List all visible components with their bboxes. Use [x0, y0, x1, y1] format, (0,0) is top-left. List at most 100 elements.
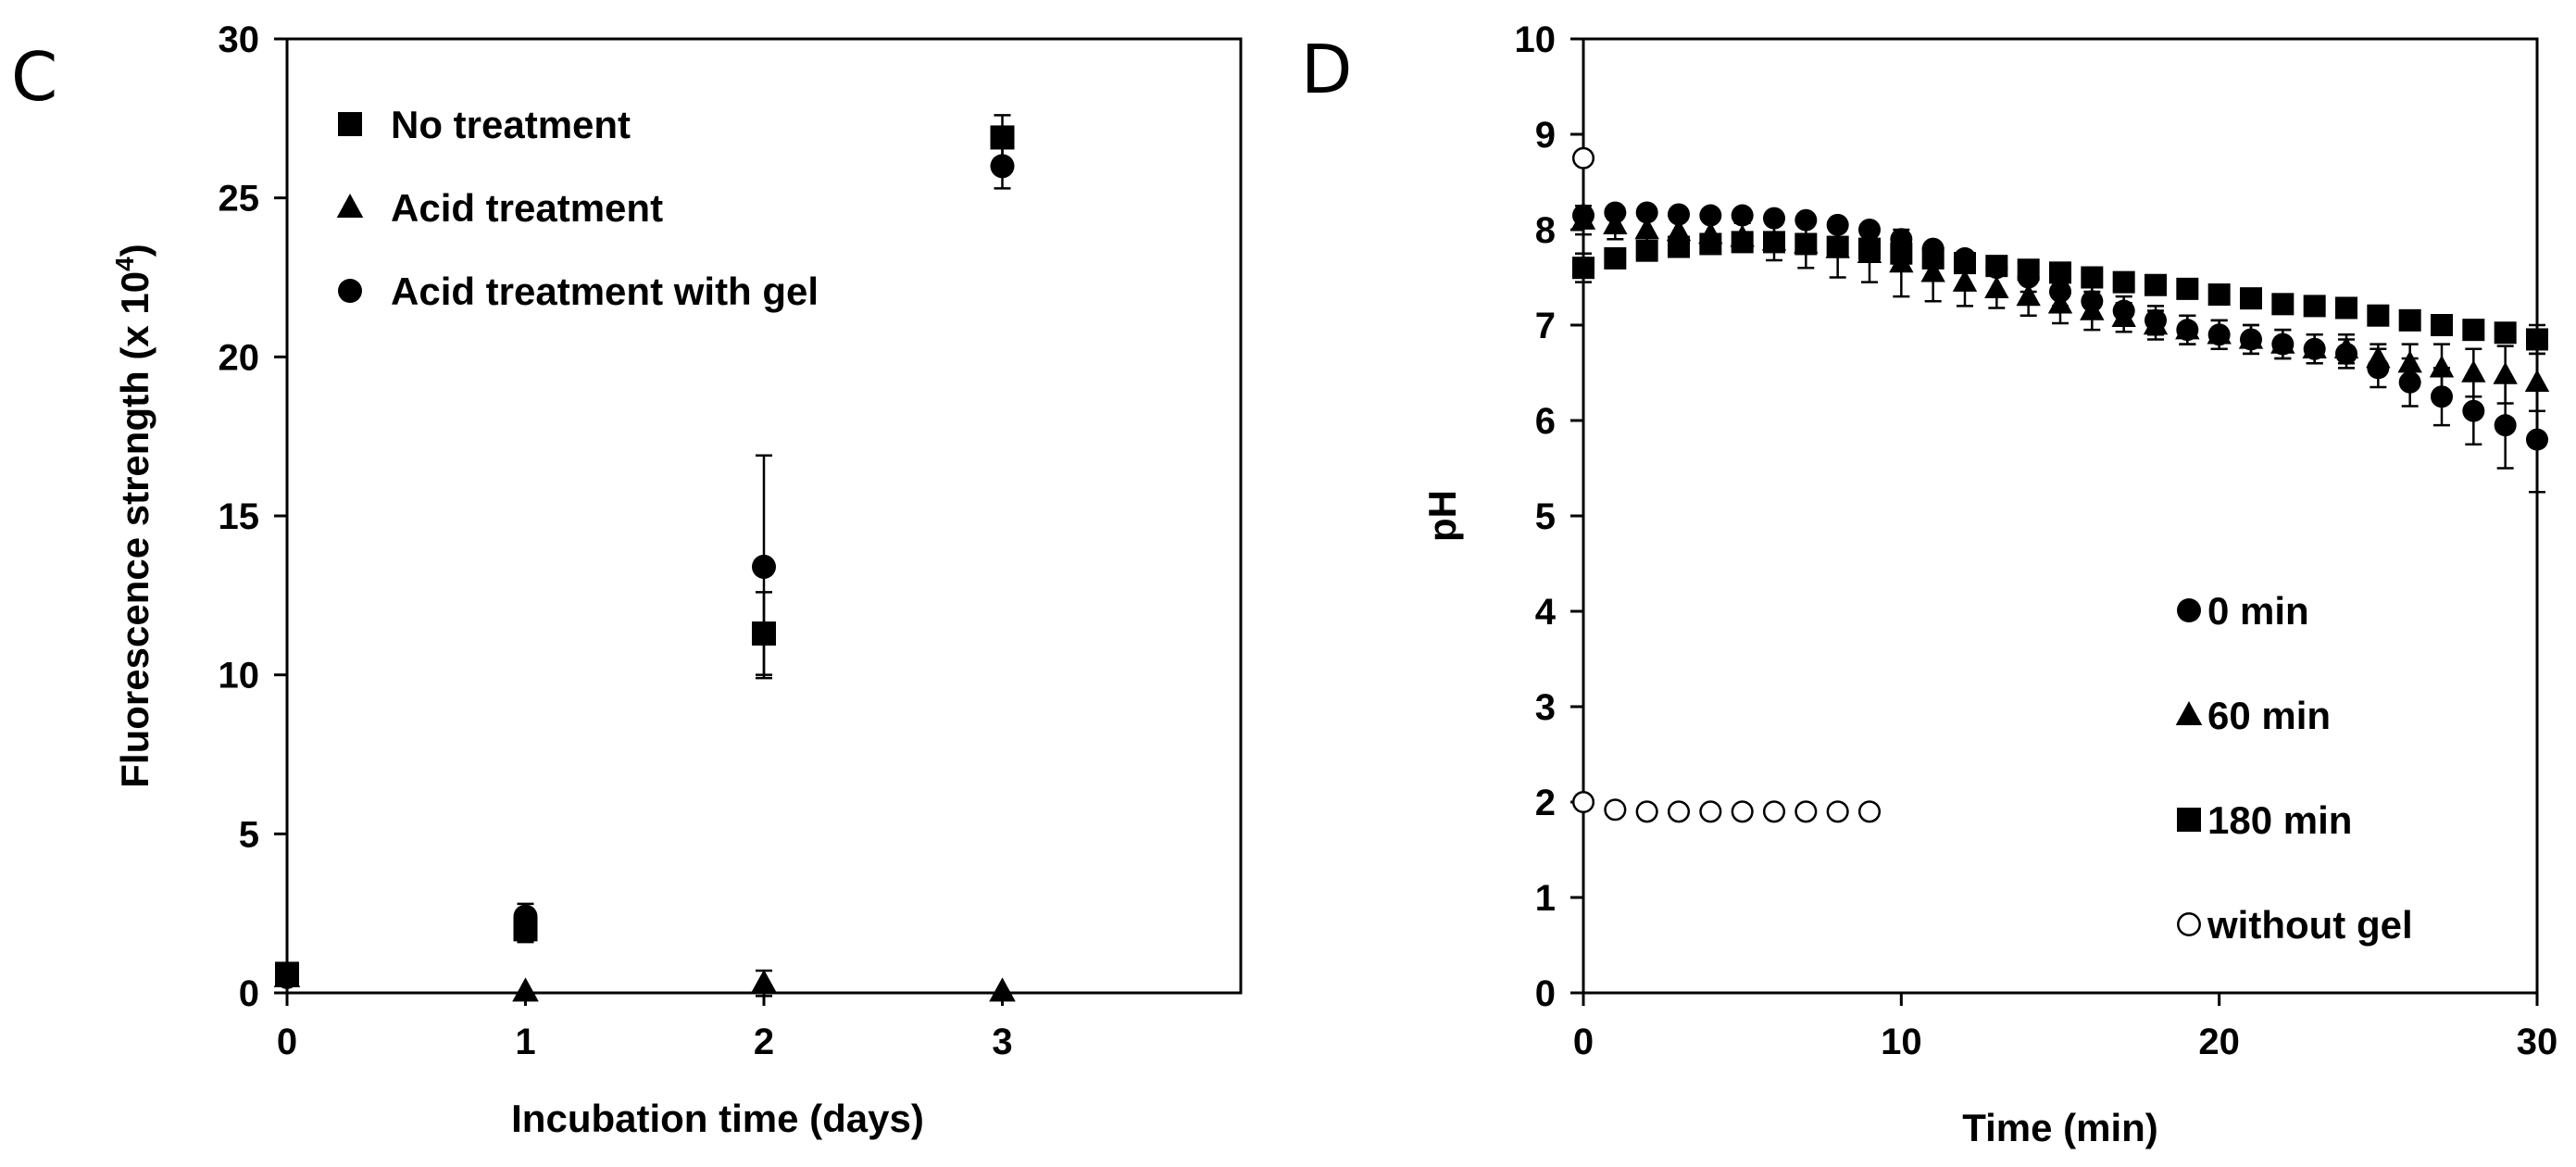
panel-c-y-axis-label: Fluorescence strength (x 104) — [110, 244, 156, 787]
panel-d-point-180-min — [1572, 257, 1594, 280]
panel-d-point-0-min — [2145, 308, 2167, 332]
panel-d-point-without-gel — [1604, 798, 1627, 822]
panel-d-point-180-min — [2145, 273, 2167, 296]
panel-d-point-180-min — [2207, 283, 2231, 307]
panel-d-legend-label: 180 min — [2207, 798, 2352, 842]
panel-d-point-180-min — [2081, 266, 2104, 289]
panel-d-y-tick-label: 6 — [1535, 401, 1556, 442]
panel-d-point-without-gel — [1731, 800, 1754, 823]
panel-d-point-60-min — [2429, 355, 2455, 378]
panel-d-point-without-gel — [1857, 800, 1882, 823]
panel-d-y-tick-label: 2 — [1535, 783, 1556, 823]
panel-c-x-tick-label: 0 — [277, 1022, 297, 1062]
panel-d-point-0-min — [2398, 370, 2421, 394]
panel-c-legend: No treatment Acid treatment Acid treatment… — [336, 103, 819, 313]
panel-d-point-0-min — [1794, 208, 1818, 232]
panel-d-point-180-min — [2462, 319, 2485, 342]
panel-d-legend-marker-180-min — [2177, 808, 2201, 832]
panel-c-label: C — [11, 38, 57, 116]
panel-d-y-tick-label: 0 — [1535, 973, 1556, 1014]
panel-d-point-180-min — [2176, 277, 2199, 300]
panel-d-point-without-gel — [1794, 800, 1818, 823]
panel-d-point-60-min — [1730, 224, 1755, 247]
panel-d-point-180-min — [2335, 296, 2357, 320]
panel-d-point-60-min — [1666, 219, 1692, 242]
panel-c-legend-label: Acid treatment — [391, 186, 663, 230]
panel-d-point-without-gel — [1826, 800, 1849, 823]
panel-c-legend-marker-acid-treatment — [336, 194, 364, 219]
panel-d-x-axis-label: Time (min) — [1962, 1106, 2158, 1149]
panel-d-point-60-min — [1857, 240, 1882, 263]
panel-d-point-0-min — [1763, 207, 1785, 230]
panel-c-point-acid-treatment — [750, 969, 778, 994]
panel-d-point-without-gel — [1667, 800, 1691, 823]
panel-d-point-0-min — [1954, 246, 1976, 270]
panel-c-x-tick-label: 2 — [754, 1022, 774, 1062]
panel-d-point-0-min — [1858, 219, 1881, 241]
panel-c-point-acid-treatment-with-gel — [513, 904, 538, 929]
panel-d-point-0-min — [2271, 333, 2295, 356]
panel-d-point-0-min — [1731, 204, 1754, 227]
panel-d-point-0-min — [2049, 280, 2071, 303]
panel-c-chart: C 0 5 10 15 20 25 30 0 1 2 3 Incubation time (days… — [11, 19, 1243, 1140]
panel-c-series-acid-treatment-with-gel — [275, 143, 1015, 989]
panel-d-point-without-gel — [1762, 800, 1786, 823]
panel-d-point-60-min — [1920, 259, 1945, 282]
panel-c-x-axis-label: Incubation time (days) — [511, 1097, 924, 1140]
panel-d-point-0-min — [1604, 201, 1627, 224]
panel-d-point-0-min — [2303, 337, 2326, 360]
panel-d-point-0-min — [1635, 201, 1658, 224]
panel-d-point-60-min — [2493, 361, 2518, 384]
panel-c-legend-marker-no-treatment — [338, 112, 362, 136]
panel-c-legend-label: Acid treatment with gel — [391, 270, 819, 313]
panel-d-y-tick-label: 8 — [1535, 210, 1556, 251]
panel-d-legend: 0 min 60 min 180 min without gel — [2175, 589, 2413, 947]
panel-d-point-without-gel — [1635, 800, 1658, 823]
panel-d-point-0-min — [2081, 290, 2104, 313]
panel-d-point-180-min — [2112, 270, 2135, 294]
panel-c-point-acid-treatment — [989, 977, 1016, 1002]
panel-d-point-without-gel — [1571, 146, 1595, 169]
panel-d-series-0-min — [1572, 201, 2548, 494]
panel-d-point-0-min — [2526, 428, 2548, 451]
panel-d-point-180-min — [2431, 314, 2453, 336]
panel-d-point-0-min — [2494, 414, 2517, 437]
panel-d-point-0-min — [1572, 204, 1594, 227]
panel-d-point-without-gel — [1571, 790, 1595, 814]
panel-d-label: D — [1301, 31, 1352, 108]
panel-d-point-60-min — [1761, 228, 1787, 251]
panel-c-x-tick-label: 1 — [515, 1022, 535, 1062]
panel-d-legend-label: without gel — [2207, 903, 2413, 947]
panel-d-point-180-min — [2494, 321, 2517, 345]
panel-d-y-tick-label: 9 — [1535, 115, 1556, 156]
panel-d-point-180-min — [2398, 308, 2421, 332]
panel-d-y-tick-label: 10 — [1515, 19, 1557, 60]
panel-d-point-180-min — [2367, 304, 2390, 327]
panel-d-point-60-min — [1889, 250, 1914, 273]
panel-c-y-tick-label: 25 — [219, 179, 260, 220]
panel-c-y-axis-label-sup: 4 — [110, 257, 139, 271]
panel-d-point-0-min — [1890, 228, 1913, 251]
panel-d-legend-marker-60-min — [2175, 701, 2203, 726]
panel-c-y-tick-label: 10 — [219, 656, 260, 696]
panel-d-point-0-min — [2207, 323, 2231, 346]
panel-d-series-without-gel — [1571, 146, 1882, 823]
panel-d-point-60-min — [1698, 221, 1723, 245]
panel-d-point-180-min — [2526, 328, 2548, 351]
panel-d-plot-frame — [1582, 37, 2539, 995]
panel-d-point-without-gel — [1699, 800, 1722, 823]
panel-d-point-60-min — [1794, 231, 1819, 254]
panel-d-point-180-min — [1604, 246, 1627, 270]
panel-c-y-tick-label: 5 — [239, 814, 259, 855]
panel-d-point-0-min — [2335, 342, 2357, 365]
panel-d-point-60-min — [1984, 276, 2009, 299]
panel-d-y-tick-label: 5 — [1535, 496, 1556, 537]
panel-d-legend-marker-without-gel — [2177, 912, 2201, 936]
panel-c-point-acid-treatment-with-gel — [752, 554, 776, 579]
panel-d-point-0-min — [2462, 399, 2485, 422]
panel-c-x-tick-label: 3 — [992, 1022, 1012, 1062]
panel-c-y-axis-label-main: Fluorescence strength (x 10 — [113, 271, 156, 788]
panel-d-legend-marker-0-min — [2177, 598, 2201, 622]
panel-d-point-0-min — [2367, 357, 2390, 380]
